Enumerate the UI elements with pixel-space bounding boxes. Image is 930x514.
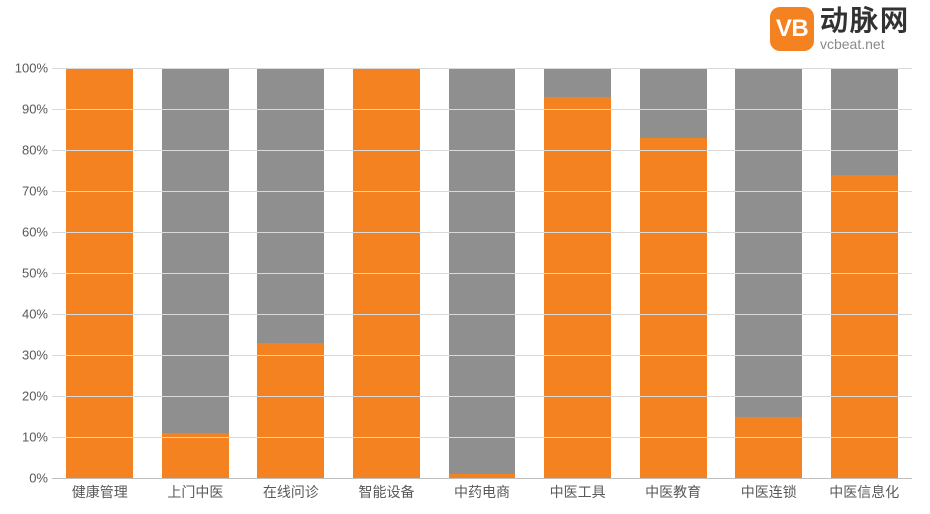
y-axis-label: 80%: [4, 143, 48, 158]
y-axis-label: 40%: [4, 307, 48, 322]
y-axis-label: 70%: [4, 184, 48, 199]
logo-badge: VB: [770, 7, 814, 51]
bar-segment-primary: [162, 433, 229, 478]
y-axis-label: 50%: [4, 266, 48, 281]
bar-segment-secondary: [640, 68, 707, 138]
plot-area: [52, 68, 912, 478]
bar-segment-secondary: [162, 68, 229, 433]
gridline: [52, 150, 912, 151]
y-axis-label: 100%: [4, 61, 48, 76]
bar-segment-primary: [257, 343, 324, 478]
y-axis-label: 60%: [4, 225, 48, 240]
bar-segment-primary: [640, 138, 707, 478]
gridline: [52, 314, 912, 315]
bar-segment-secondary: [449, 68, 516, 474]
x-axis-labels: 健康管理上门中医在线问诊智能设备中药电商中医工具中医教育中医连锁中医信息化: [52, 482, 912, 502]
logo-main-text: 动脉网: [820, 6, 910, 37]
bar-segment-secondary: [831, 68, 898, 175]
gridline: [52, 232, 912, 233]
x-axis-label: 中医信息化: [817, 482, 913, 502]
logo: VB 动脉网 vcbeat.net: [770, 6, 910, 52]
x-axis-label: 中医工具: [530, 482, 626, 502]
y-axis-label: 0%: [4, 471, 48, 486]
x-axis-label: 健康管理: [52, 482, 148, 502]
bar-segment-primary: [831, 175, 898, 478]
gridline: [52, 68, 912, 69]
logo-sub-text: vcbeat.net: [820, 37, 910, 52]
y-axis-label: 90%: [4, 102, 48, 117]
x-axis-label: 智能设备: [339, 482, 435, 502]
x-axis-label: 中医连锁: [721, 482, 817, 502]
x-axis-label: 在线问诊: [243, 482, 339, 502]
bar-segment-secondary: [544, 68, 611, 97]
bar-segment-primary: [735, 417, 802, 479]
x-axis-label: 中药电商: [434, 482, 530, 502]
gridline: [52, 478, 912, 479]
gridline: [52, 396, 912, 397]
x-axis-label: 中医教育: [625, 482, 721, 502]
y-axis-label: 30%: [4, 348, 48, 363]
logo-text: 动脉网 vcbeat.net: [820, 6, 910, 52]
chart-container: VB 动脉网 vcbeat.net 健康管理上门中医在线问诊智能设备中药电商中医…: [0, 0, 930, 514]
y-axis-label: 20%: [4, 389, 48, 404]
gridline: [52, 437, 912, 438]
bar-segment-secondary: [735, 68, 802, 417]
gridline: [52, 355, 912, 356]
y-axis-label: 10%: [4, 430, 48, 445]
gridline: [52, 273, 912, 274]
x-axis-label: 上门中医: [148, 482, 244, 502]
gridline: [52, 109, 912, 110]
bar-segment-primary: [544, 97, 611, 478]
gridline: [52, 191, 912, 192]
